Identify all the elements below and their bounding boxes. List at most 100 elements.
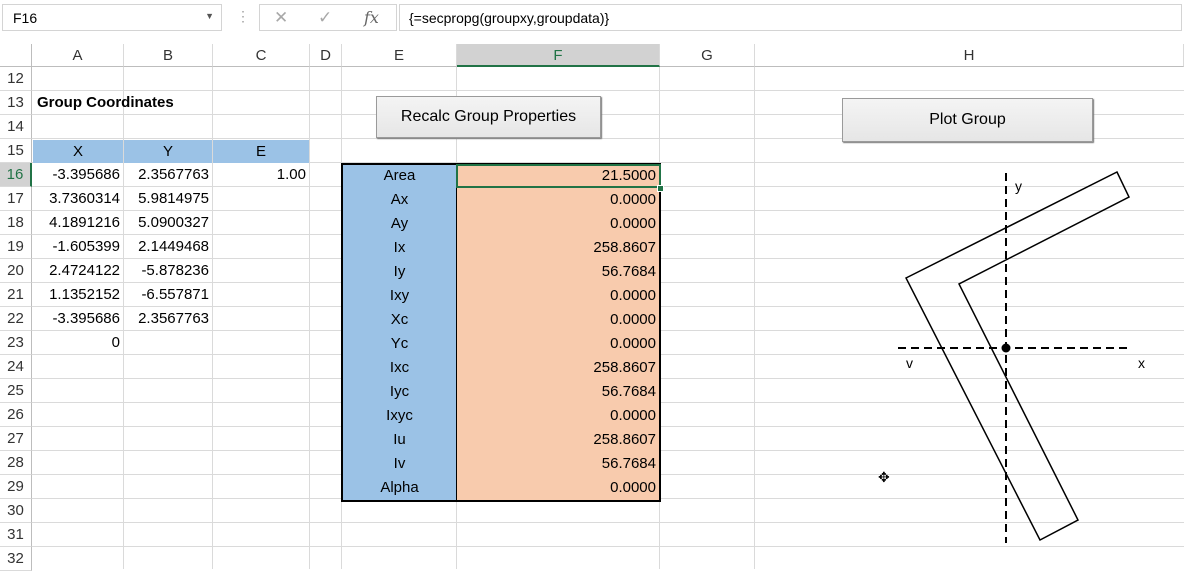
coord-y-cell[interactable]: 2.3567763	[138, 310, 209, 327]
property-name[interactable]: Ix	[393, 239, 406, 256]
property-name[interactable]: Ixy	[389, 287, 410, 304]
coord-x-cell[interactable]: 4.1891216	[49, 214, 120, 231]
row-header[interactable]: 29	[0, 475, 32, 499]
property-name[interactable]: Ay	[390, 215, 409, 232]
property-value[interactable]: 21.5000	[601, 167, 656, 184]
property-value[interactable]: 258.8607	[593, 359, 656, 376]
properties-value-fill	[457, 164, 659, 500]
coord-y-cell[interactable]: 2.1449468	[138, 238, 209, 255]
row-header[interactable]: 23	[0, 331, 32, 355]
property-name[interactable]: Iy	[393, 263, 406, 280]
property-value[interactable]: 0.0000	[610, 191, 656, 208]
move-cursor-icon: ✥	[878, 469, 890, 485]
enter-icon[interactable]: ✓	[318, 8, 333, 27]
property-value[interactable]: 0.0000	[610, 335, 656, 352]
column-header-e[interactable]: E	[342, 44, 457, 67]
coords-header-e[interactable]: E	[213, 140, 309, 163]
row-header[interactable]: 30	[0, 499, 32, 523]
row-header[interactable]: 26	[0, 403, 32, 427]
property-name[interactable]: Ixc	[389, 359, 410, 376]
column-header-h[interactable]: H	[755, 44, 1184, 67]
row-header[interactable]: 21	[0, 283, 32, 307]
coord-y-cell[interactable]: 5.9814975	[138, 190, 209, 207]
recalc-group-properties-button[interactable]: Recalc Group Properties	[376, 96, 601, 138]
coord-e-cell[interactable]: 1.00	[276, 166, 306, 183]
coords-header-y[interactable]: Y	[124, 140, 212, 163]
row-header[interactable]: 13	[0, 91, 32, 115]
property-value[interactable]: 0.0000	[610, 287, 656, 304]
property-name[interactable]: Ixyc	[386, 407, 413, 424]
property-value[interactable]: 0.0000	[610, 479, 656, 496]
gridline	[32, 546, 1184, 547]
insert-function-icon[interactable]: fx	[364, 8, 379, 27]
property-value[interactable]: 258.8607	[593, 239, 656, 256]
gridline	[123, 67, 124, 569]
select-all-corner[interactable]	[0, 44, 32, 67]
name-box[interactable]: F16 ▼	[2, 4, 222, 31]
column-header-g[interactable]: G	[660, 44, 755, 67]
gridline	[212, 67, 213, 569]
more-icon: ⋮	[236, 8, 250, 24]
gridline	[754, 67, 755, 569]
property-name[interactable]: Alpha	[380, 479, 419, 496]
property-name[interactable]: Ax	[390, 191, 409, 208]
fill-handle[interactable]	[657, 185, 664, 192]
row-header[interactable]: 17	[0, 187, 32, 211]
name-box-value: F16	[13, 10, 38, 26]
row-header[interactable]: 25	[0, 379, 32, 403]
property-value[interactable]: 0.0000	[610, 215, 656, 232]
plot-group-button[interactable]: Plot Group	[842, 98, 1093, 142]
v-axis-label: v	[906, 355, 913, 371]
coord-y-cell[interactable]: 5.0900327	[138, 214, 209, 231]
row-header[interactable]: 16	[0, 163, 32, 187]
column-header-f[interactable]: F	[457, 44, 660, 67]
property-name[interactable]: Area	[383, 167, 416, 184]
coord-y-cell[interactable]: -6.557871	[141, 286, 209, 303]
row-header[interactable]: 31	[0, 523, 32, 547]
property-value[interactable]: 56.7684	[601, 455, 656, 472]
coords-header-x[interactable]: X	[33, 140, 123, 163]
property-name[interactable]: Iv	[393, 455, 406, 472]
property-name[interactable]: Iu	[393, 431, 406, 448]
chevron-down-icon[interactable]: ▼	[205, 11, 214, 21]
formula-input[interactable]: {=secpropg(groupxy,groupdata)}	[399, 4, 1182, 31]
property-name[interactable]: Xc	[390, 311, 409, 328]
property-value[interactable]: 0.0000	[610, 407, 656, 424]
property-value[interactable]: 0.0000	[610, 311, 656, 328]
formula-text: {=secpropg(groupxy,groupdata)}	[409, 10, 610, 26]
coord-y-cell[interactable]: 2.3567763	[138, 166, 209, 183]
column-header-c[interactable]: C	[213, 44, 310, 67]
row-header[interactable]: 12	[0, 67, 32, 91]
row-header[interactable]: 18	[0, 211, 32, 235]
row-header[interactable]: 22	[0, 307, 32, 331]
property-name[interactable]: Iyc	[389, 383, 410, 400]
row-header[interactable]: 14	[0, 115, 32, 139]
gridline	[341, 67, 342, 569]
x-axis-label: x	[1138, 355, 1145, 371]
coord-x-cell[interactable]: 1.1352152	[49, 286, 120, 303]
coord-x-cell[interactable]: -3.395686	[52, 166, 120, 183]
row-header[interactable]: 20	[0, 259, 32, 283]
row-header[interactable]: 24	[0, 355, 32, 379]
property-name[interactable]: Yc	[390, 335, 409, 352]
row-header[interactable]: 32	[0, 547, 32, 571]
coord-y-cell[interactable]: -5.878236	[141, 262, 209, 279]
row-header[interactable]: 15	[0, 139, 32, 163]
coord-x-cell[interactable]: -3.395686	[52, 310, 120, 327]
cancel-icon[interactable]: ✕	[274, 8, 289, 27]
gridline	[32, 162, 1184, 163]
property-value[interactable]: 56.7684	[601, 263, 656, 280]
row-header[interactable]: 28	[0, 451, 32, 475]
coord-x-cell[interactable]: 3.7360314	[49, 190, 120, 207]
coord-x-cell[interactable]: -1.605399	[52, 238, 120, 255]
row-header[interactable]: 27	[0, 427, 32, 451]
gridline	[32, 90, 1184, 91]
column-header-d[interactable]: D	[310, 44, 342, 67]
property-value[interactable]: 258.8607	[593, 431, 656, 448]
row-header[interactable]: 19	[0, 235, 32, 259]
coord-x-cell[interactable]: 2.4724122	[49, 262, 120, 279]
column-header-b[interactable]: B	[124, 44, 213, 67]
column-header-a[interactable]: A	[32, 44, 124, 67]
coord-x-cell[interactable]: 0	[111, 334, 120, 351]
property-value[interactable]: 56.7684	[601, 383, 656, 400]
